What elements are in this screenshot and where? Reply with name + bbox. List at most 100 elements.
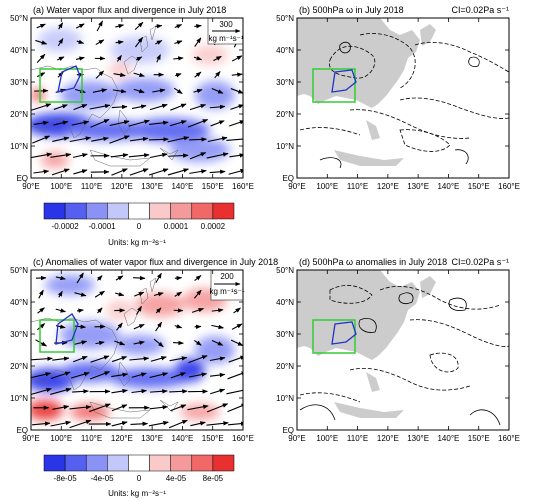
panel-b-xtick-label: 100°E [316, 182, 338, 191]
flux-vector [95, 39, 105, 46]
panel-b-xtick-label: 150°E [468, 182, 490, 191]
flux-vector [194, 71, 202, 78]
panel-c-xtick-label: 120°E [111, 434, 133, 443]
flux-vector [175, 73, 182, 78]
flux-vector [50, 371, 71, 380]
panel-d-ytick-label: EQ [282, 426, 294, 435]
flux-vector [57, 56, 65, 61]
panel-b-ytick-label: 20°N [276, 110, 294, 119]
panel-d-xtick-label: 150°E [468, 434, 490, 443]
panel-b-annotation: CI=0.02Pa s⁻¹ [451, 5, 509, 15]
flux-vector [133, 88, 145, 94]
panel-b-map [297, 18, 509, 178]
colorbar-swatch [128, 454, 150, 472]
flux-vector [156, 54, 161, 63]
colorbar-swatch [149, 454, 171, 472]
flux-vector [231, 72, 243, 77]
flux-vector [230, 104, 243, 110]
panel-c-ytick-label: 40°N [10, 298, 28, 307]
flux-vector [211, 308, 224, 313]
panel-d-xtick-label: 130°E [407, 434, 429, 443]
flux-vector [73, 355, 88, 363]
flux-vector [36, 23, 46, 29]
flux-vector [194, 37, 202, 47]
flux-vector [173, 340, 184, 346]
colorbar-swatch [191, 454, 214, 472]
panel-d-blue-box [331, 321, 357, 345]
flux-vector [73, 104, 88, 111]
panel-d-xtick-label: 160°E [498, 434, 520, 443]
flux-vector [128, 153, 150, 158]
colorbar-swatch [212, 454, 235, 472]
colorbar-label: -8e-05 [54, 474, 78, 483]
flux-vector [148, 420, 169, 427]
flux-vector [115, 24, 125, 29]
colorbar-swatch [64, 202, 87, 220]
colorbar-swatch [170, 202, 193, 220]
colorbar-swatch [43, 202, 66, 220]
flux-vector [36, 72, 46, 78]
flux-vector [72, 153, 88, 158]
panel-b-xtick-label: 130°E [407, 182, 429, 191]
flux-vector [133, 323, 145, 330]
region-boxes [39, 65, 357, 354]
flux-vector [57, 38, 64, 47]
flux-vector [187, 404, 209, 411]
flux-vector [193, 88, 203, 94]
panel-d-title: (d) 500hPa ω anomalies in July 2018 [299, 257, 447, 267]
flux-vector [69, 419, 92, 429]
flux-vector [174, 40, 183, 45]
flux-vector [174, 291, 183, 297]
flux-vector [149, 389, 168, 394]
flux-vector [33, 169, 50, 174]
flux-vector [73, 169, 88, 175]
flux-vector [37, 307, 45, 314]
flux-vector [149, 152, 168, 159]
panel-c-ytick-label: 10°N [10, 394, 28, 403]
panel-c-map [31, 270, 243, 430]
flux-vector [226, 136, 243, 142]
panel-b-xtick-label: 110°E [347, 182, 368, 191]
panel-c-reference-vector: 200 kg m⁻¹s⁻¹ [209, 269, 245, 301]
flux-vector [174, 275, 183, 281]
flux-vector [130, 421, 149, 427]
panel-d-ytick-label: 10°N [276, 394, 294, 403]
flux-vector [35, 39, 48, 45]
flux-vector [189, 169, 207, 174]
panel-a-ref-value: 300 [219, 20, 233, 29]
flux-vector [189, 137, 208, 142]
colorbar-label: 4e-05 [166, 474, 187, 483]
flux-vector [209, 372, 226, 378]
flux-vector [55, 275, 66, 281]
panel-c-title: (c) Anomalies of water vapor flux and di… [33, 257, 278, 267]
flux-vector [129, 356, 150, 361]
colorbar-label: 0.0001 [164, 222, 189, 231]
flux-vector [210, 120, 225, 127]
flux-vector [169, 356, 188, 362]
flux-vector [131, 389, 147, 394]
panel-c-xtick-label: 140°E [171, 434, 193, 443]
flux-vector [73, 340, 88, 346]
colorbar-label: 0 [137, 474, 142, 483]
colorbar-swatch [43, 454, 66, 472]
flux-vector [191, 307, 205, 313]
flux-vector [111, 168, 128, 176]
flux-vector [211, 87, 224, 94]
panel-a-colorbar-units: Units: kg m⁻²s⁻¹ [108, 238, 166, 247]
flux-vector [213, 55, 222, 62]
panel-b-ytick-label: 10°N [276, 142, 294, 151]
flux-vector [111, 404, 128, 412]
panel-a-ytick-label: EQ [16, 174, 28, 183]
panel-b-title: (b) 500hPa ω in July 2018 [299, 5, 404, 15]
panel-a-ytick-label: 50°N [10, 14, 28, 23]
colorbar-swatch [170, 454, 193, 472]
flux-vector [170, 404, 187, 412]
flux-vector [53, 120, 69, 126]
flux-vector [89, 371, 111, 380]
panel-d-map [297, 270, 509, 430]
flux-vector [226, 388, 243, 395]
flux-vector [114, 291, 125, 297]
flux-vector [155, 272, 162, 284]
flux-vector [71, 371, 90, 379]
panel-a-ytick-label: 20°N [10, 110, 28, 119]
